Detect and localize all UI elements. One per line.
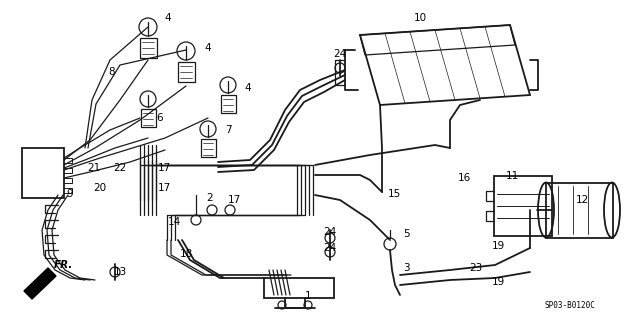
Bar <box>201 139 216 157</box>
Text: 12: 12 <box>575 195 589 205</box>
Text: 17: 17 <box>227 195 241 205</box>
Text: 23: 23 <box>469 263 483 273</box>
Text: 9: 9 <box>67 189 74 199</box>
Text: 14: 14 <box>168 217 180 227</box>
Text: 4: 4 <box>164 13 172 23</box>
Text: 24: 24 <box>333 49 347 59</box>
Polygon shape <box>24 268 56 299</box>
Text: 10: 10 <box>413 13 427 23</box>
Text: 16: 16 <box>458 173 470 183</box>
Text: 22: 22 <box>113 163 127 173</box>
Bar <box>494 176 552 236</box>
Text: SP03-B0120C: SP03-B0120C <box>545 301 595 310</box>
Text: 18: 18 <box>179 249 193 259</box>
Text: 7: 7 <box>225 125 231 135</box>
Text: 24: 24 <box>323 227 337 237</box>
Text: 8: 8 <box>109 67 115 77</box>
Bar <box>178 62 195 82</box>
Text: 11: 11 <box>506 171 518 181</box>
Text: 17: 17 <box>157 163 171 173</box>
Text: 19: 19 <box>492 277 504 287</box>
Text: 3: 3 <box>403 263 410 273</box>
Text: FR.: FR. <box>54 260 74 270</box>
Text: 6: 6 <box>157 113 163 123</box>
Text: 20: 20 <box>93 183 107 193</box>
Text: 17: 17 <box>157 183 171 193</box>
Text: 1: 1 <box>305 291 311 301</box>
Text: 21: 21 <box>88 163 100 173</box>
Text: 24: 24 <box>323 243 337 253</box>
Text: 4: 4 <box>205 43 211 53</box>
Bar <box>22 148 64 198</box>
Text: 4: 4 <box>244 83 252 93</box>
Bar <box>141 109 156 127</box>
Text: 13: 13 <box>113 267 127 277</box>
Text: 15: 15 <box>387 189 401 199</box>
Bar <box>140 38 157 58</box>
Bar <box>546 183 613 238</box>
Text: 5: 5 <box>403 229 410 239</box>
Text: 19: 19 <box>492 241 504 251</box>
Text: 2: 2 <box>207 193 213 203</box>
Bar <box>264 278 334 298</box>
Bar <box>221 95 236 113</box>
